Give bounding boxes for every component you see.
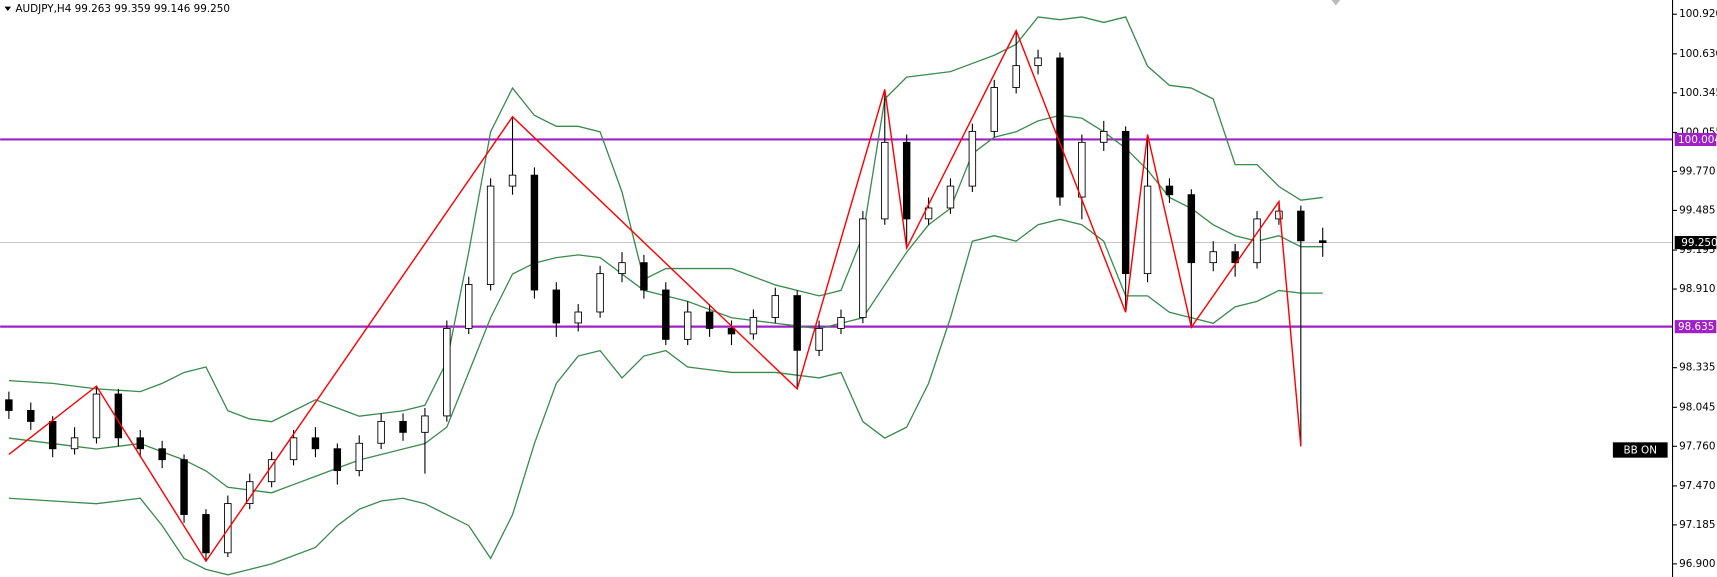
candle-body	[662, 289, 670, 340]
candle-body	[27, 410, 35, 422]
candle-body	[1034, 57, 1042, 67]
shift-marker	[1331, 0, 1341, 6]
price-label-box	[1674, 235, 1717, 250]
y-tick-label: 98.335	[1679, 362, 1715, 374]
candle-body	[924, 207, 933, 220]
candle-body	[640, 262, 648, 291]
candle-body	[968, 130, 977, 187]
candle-body	[771, 295, 780, 318]
y-tick-label: 99.485	[1679, 204, 1715, 216]
candle-body	[530, 174, 539, 291]
candle-body	[158, 448, 166, 461]
candle-body	[333, 448, 342, 472]
candle-body	[683, 311, 692, 340]
candle-body	[1078, 141, 1086, 198]
candle-body	[727, 327, 736, 335]
candle-body	[1100, 130, 1108, 143]
candle-body	[902, 141, 911, 220]
candle-body	[859, 218, 867, 318]
candle-body	[705, 311, 714, 329]
candle-body	[815, 327, 823, 351]
candle-body	[377, 420, 385, 444]
y-tick-label: 96.900	[1679, 558, 1715, 570]
candle-body	[793, 295, 801, 351]
candle-body	[180, 459, 188, 515]
menu-arrow	[4, 6, 12, 11]
y-tick-label: 99.770	[1679, 165, 1715, 177]
bollinger-band	[8, 218, 1323, 576]
candle-body	[1253, 218, 1261, 264]
candle-body	[421, 415, 429, 433]
candle-body	[1209, 251, 1217, 264]
y-tick-label: 100.920	[1679, 8, 1717, 20]
candle-body	[92, 393, 101, 439]
price-label: 99.250	[1681, 237, 1717, 249]
candle-body	[1319, 240, 1327, 243]
candle-body	[136, 437, 144, 450]
zigzag	[8, 28, 1302, 563]
level-label-box	[1674, 320, 1717, 334]
level-label-box	[1674, 132, 1717, 147]
y-tick-label: 97.760	[1679, 440, 1715, 452]
candle-body	[311, 437, 320, 450]
candle-body	[1143, 185, 1152, 275]
candle-body	[1275, 210, 1283, 220]
y-tick-label: 98.045	[1679, 401, 1715, 413]
candle-body	[355, 442, 363, 472]
candle-body	[70, 437, 79, 450]
candle-body	[749, 317, 758, 335]
candle-body	[618, 262, 626, 275]
candle-body	[443, 327, 451, 417]
candle-body	[596, 273, 604, 313]
candle-body	[486, 185, 495, 285]
candle-body	[837, 317, 845, 329]
candle-body	[48, 420, 57, 450]
candle-body	[990, 87, 998, 132]
candle-body	[1187, 194, 1196, 264]
y-tick-label: 100.630	[1679, 48, 1717, 60]
candle-body	[5, 399, 13, 411]
candle-body	[508, 174, 517, 187]
y-tick-label: 100.345	[1679, 87, 1717, 99]
level-label: 98.635	[1678, 321, 1714, 333]
candle-body	[1297, 210, 1305, 242]
candle-body	[881, 141, 889, 220]
y-tick-label: 100.055	[1679, 126, 1717, 138]
candle-body	[289, 437, 298, 461]
y-tick-label: 98.910	[1679, 283, 1715, 295]
bollinger-band	[8, 16, 1323, 423]
candle-body	[114, 393, 123, 439]
candle-body	[202, 514, 210, 554]
candle-body	[1165, 185, 1174, 196]
level-label: 100.004	[1678, 134, 1717, 146]
candle-body	[574, 311, 582, 324]
candle-body	[1012, 65, 1020, 88]
plot-area	[0, 16, 1673, 576]
chart-title: AUDJPY,H4 99.263 99.359 99.146 99.250	[15, 3, 230, 15]
candle-body	[946, 185, 955, 209]
y-tick-label: 97.470	[1679, 480, 1715, 492]
badge-box	[1612, 442, 1668, 458]
y-tick-label: 97.185	[1679, 519, 1715, 531]
badge: BB ON	[1623, 445, 1657, 457]
candle-body	[1056, 57, 1064, 198]
candle-body	[465, 284, 473, 329]
candle-body	[1231, 251, 1239, 264]
candle-body	[1121, 130, 1130, 275]
candle-body	[552, 289, 561, 324]
candle-body	[399, 420, 407, 433]
